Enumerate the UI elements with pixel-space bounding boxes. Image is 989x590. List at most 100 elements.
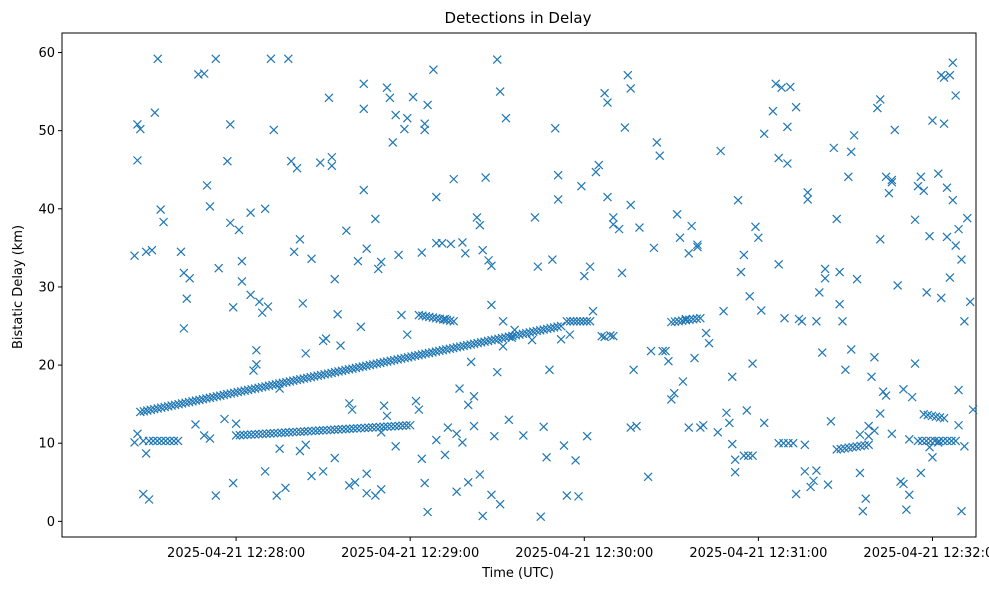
y-axis-ticks: 0 10 20 30 40 50 60 — [38, 46, 62, 530]
data-point — [144, 495, 154, 504]
data-point — [904, 434, 914, 444]
data-point — [858, 506, 868, 516]
data-point — [525, 327, 535, 337]
data-point — [916, 468, 926, 478]
data-point — [188, 396, 197, 406]
data-point — [388, 137, 398, 147]
data-point — [494, 334, 503, 344]
data-point — [285, 377, 295, 386]
data-point — [739, 250, 749, 260]
data-point — [403, 352, 413, 362]
y-tick-label: 10 — [38, 437, 55, 452]
data-point — [177, 399, 187, 408]
y-axis-label: Bistatic Delay (km) — [11, 225, 26, 349]
data-point — [730, 467, 740, 477]
data-point — [452, 342, 462, 352]
data-point — [716, 146, 726, 156]
data-point — [333, 309, 343, 319]
data-point — [402, 330, 412, 340]
data-point — [957, 255, 966, 265]
data-point — [933, 438, 943, 447]
data-point — [942, 183, 952, 193]
data-point — [460, 248, 470, 258]
data-point — [948, 58, 958, 68]
data-point — [942, 436, 952, 446]
data-point — [774, 259, 784, 269]
data-point — [179, 323, 189, 333]
data-point — [237, 277, 247, 286]
data-point — [382, 411, 392, 421]
data-point — [480, 337, 490, 347]
data-point — [730, 455, 740, 465]
data-point — [411, 396, 421, 406]
data-point — [254, 383, 263, 393]
data-point — [939, 73, 949, 82]
data-point — [264, 381, 274, 391]
data-point — [942, 232, 952, 242]
data-point — [376, 427, 386, 437]
data-point — [448, 343, 458, 353]
data-point — [420, 119, 430, 129]
data-point — [933, 169, 943, 179]
data-point — [733, 195, 743, 205]
data-point — [364, 423, 373, 433]
data-point — [569, 316, 578, 326]
data-point — [614, 224, 624, 234]
data-point — [481, 173, 491, 182]
data-point — [438, 315, 448, 324]
data-point — [910, 359, 920, 368]
data-point — [759, 129, 769, 139]
data-point — [306, 372, 316, 382]
data-point — [235, 430, 245, 440]
data-point — [157, 436, 166, 446]
data-point — [507, 331, 517, 341]
data-point — [292, 163, 302, 173]
data-point — [382, 357, 392, 366]
data-point — [809, 476, 818, 486]
data-point — [521, 328, 531, 338]
data-point — [423, 507, 433, 517]
data-point — [632, 421, 641, 431]
data-point — [759, 418, 769, 428]
data-point — [803, 195, 813, 204]
data-point — [806, 482, 816, 492]
data-point — [362, 469, 372, 479]
data-point — [257, 382, 267, 392]
data-point — [443, 423, 453, 433]
data-point — [954, 224, 964, 234]
data-point — [152, 436, 162, 446]
data-point — [159, 217, 168, 227]
data-point — [875, 234, 885, 244]
data-point — [336, 341, 345, 350]
data-point — [344, 398, 354, 408]
data-point — [390, 421, 400, 431]
data-point — [385, 93, 395, 103]
data-point — [382, 83, 392, 93]
data-point — [359, 104, 369, 114]
data-point — [829, 143, 839, 153]
data-point — [620, 123, 630, 132]
data-point — [753, 233, 763, 243]
data-point — [251, 345, 261, 355]
data-point — [466, 357, 476, 367]
data-point — [820, 264, 830, 274]
data-point — [424, 348, 434, 358]
data-point — [945, 70, 955, 80]
data-point — [743, 451, 753, 461]
data-point — [884, 188, 894, 198]
data-point — [719, 306, 728, 316]
data-point — [788, 438, 798, 448]
data-point — [492, 367, 502, 377]
x-axis-ticks: 2025-04-21 12:28:00 2025-04-21 12:29:00 20… — [167, 537, 989, 561]
data-point — [445, 344, 455, 354]
data-point — [951, 436, 961, 446]
data-point — [199, 430, 209, 440]
y-tick-label: 0 — [47, 515, 55, 530]
data-point — [922, 287, 932, 297]
data-point — [139, 406, 149, 416]
data-point — [462, 340, 472, 350]
data-point — [261, 429, 271, 439]
data-point — [576, 181, 586, 191]
data-point — [846, 147, 856, 157]
data-point — [376, 257, 386, 267]
